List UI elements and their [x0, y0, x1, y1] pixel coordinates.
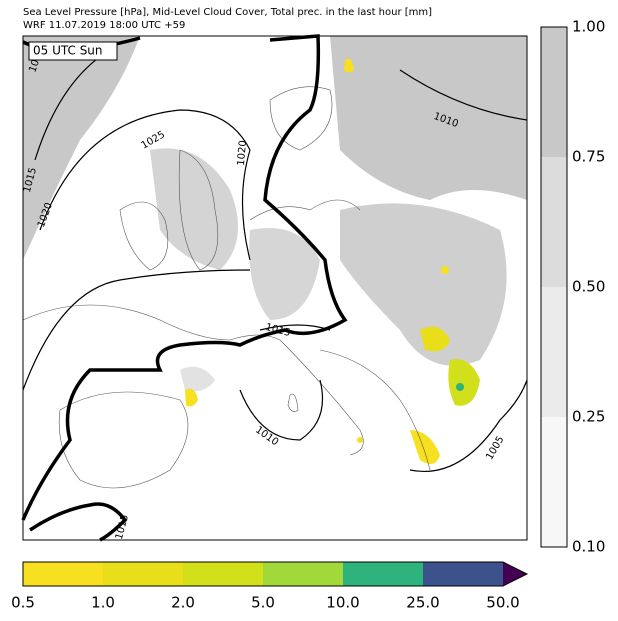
coastlines: [22, 86, 431, 489]
colorbar-tick-label: 2.0: [171, 594, 195, 612]
colorbar-tick-label: 0.10: [572, 538, 605, 556]
time-box: [28, 41, 118, 61]
precip-areas: [185, 58, 480, 464]
title-line: Sea Level Pressure [hPa], Mid-Level Clou…: [23, 7, 432, 18]
colorbar-segment: [103, 562, 183, 586]
colorbar-tick-label: 25.0: [406, 594, 439, 612]
cloud-areas: [23, 36, 527, 392]
colorbar-segment: [423, 562, 503, 586]
colorbar-frame: [22, 561, 529, 587]
colorbar-frame: [540, 26, 568, 548]
map: 101 1025 1020 1015 1020 1010 1015 1010 1…: [21, 34, 528, 542]
colorbar-tick-label: 0.75: [572, 148, 605, 166]
precip-colorbar: 0.5 1.0 2.0 5.0 10.0 25.0 50.0: [11, 561, 529, 612]
colorbar-tick-label: 0.50: [572, 278, 605, 296]
colorbar-segment: [23, 562, 103, 586]
colorbar-segment: [541, 157, 567, 287]
colorbar-tick-label: 0.5: [11, 594, 35, 612]
isobars: [22, 49, 528, 472]
colorbar-tick-label: 5.0: [251, 594, 275, 612]
map-frame: [22, 35, 528, 541]
cloud-colorbar: 1.00 0.75 0.50 0.25 0.10: [540, 18, 605, 556]
colorbar-segment: [343, 562, 423, 586]
subtitle-line: WRF 11.07.2019 18:00 UTC +59: [23, 20, 185, 31]
colorbar-segment: [541, 27, 567, 157]
colorbar-tick-label: 0.25: [572, 408, 605, 426]
colorbar-extend: [503, 562, 527, 586]
colorbar-tick-label: 50.0: [486, 594, 519, 612]
colorbar-segment: [263, 562, 343, 586]
colorbar-tick-label: 1.00: [572, 18, 605, 36]
colorbar-segment: [541, 287, 567, 417]
colorbar-segment: [183, 562, 263, 586]
colorbar-segment: [541, 417, 567, 547]
colorbar-tick-label: 1.0: [91, 594, 115, 612]
isobar-label: 1020: [236, 140, 249, 166]
time-label: 05 UTC Sun: [33, 44, 103, 58]
colorbar-tick-label: 10.0: [326, 594, 359, 612]
